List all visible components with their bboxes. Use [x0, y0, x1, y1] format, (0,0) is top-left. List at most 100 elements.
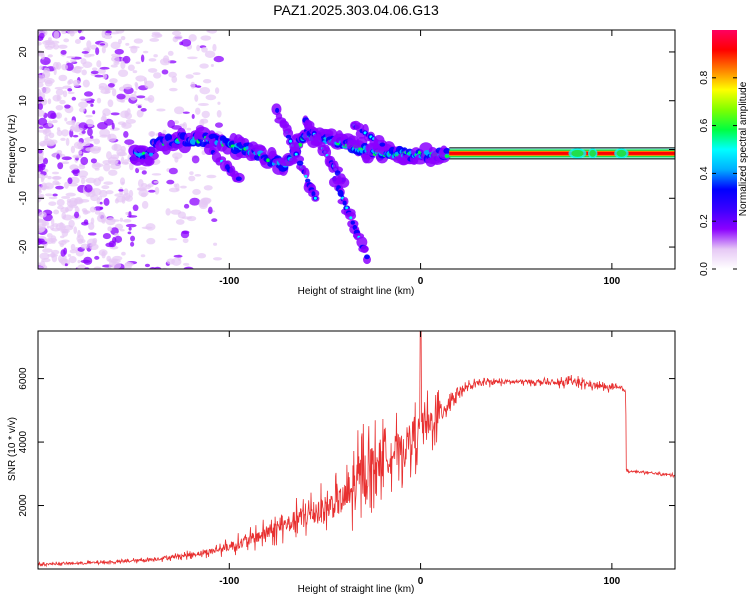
spectrogram-cell	[97, 68, 106, 74]
spectrogram-cell	[93, 266, 102, 269]
spectrogram-cell	[144, 263, 151, 268]
spectrogram-cell	[37, 26, 43, 29]
spectrogram-cell	[200, 35, 212, 41]
spectrogram-cell	[41, 182, 48, 191]
spectrogram-cell	[67, 204, 74, 212]
spectrogram-cell	[197, 253, 207, 259]
spectrogram-cell	[186, 127, 192, 131]
spectrogram-cell	[122, 55, 131, 64]
spectrogram-cell	[125, 42, 130, 46]
spectrogram-cell	[60, 30, 66, 33]
spectrogram-cell	[101, 73, 108, 80]
spectrogram-cell	[70, 145, 76, 154]
spectrogram-cell	[73, 211, 80, 219]
spectrogram-cell	[109, 78, 118, 84]
spectrogram-cell	[71, 169, 80, 174]
spectrogram-cell	[195, 107, 201, 115]
spectrogram-cell	[136, 109, 144, 118]
spectrogram-cell	[38, 195, 42, 203]
spectrogram-cell	[120, 36, 126, 41]
spectrogram-cell	[65, 192, 76, 197]
spectrogram-cell	[48, 196, 58, 200]
spectrogram-cell	[60, 249, 66, 257]
spectrogram-cell	[114, 48, 124, 55]
spectrogram-cell	[130, 235, 136, 242]
spectrogram-cell	[50, 40, 60, 45]
spectrogram-cell	[51, 175, 62, 180]
spectrogram-cell	[107, 226, 113, 232]
spectrogram-cell	[77, 229, 81, 239]
spectrogram-cell	[74, 127, 84, 132]
spectrogram-cell	[40, 177, 44, 183]
spectrogram-cell	[198, 102, 209, 106]
spectrogram-cell	[167, 50, 174, 56]
spectrogram-cell	[140, 107, 147, 112]
spectrogram-cell	[205, 94, 217, 101]
spectrogram-cell	[332, 175, 343, 185]
spectrogram-cell	[51, 227, 61, 232]
spectrogram-cell	[80, 259, 91, 264]
spectrogram-cell	[53, 68, 57, 76]
spectrogram-cell	[100, 116, 108, 122]
spectrogram-cell	[159, 58, 171, 66]
spectrogram-cell	[304, 174, 308, 178]
spectrogram-cell	[188, 175, 196, 182]
spectrogram-cell	[56, 127, 61, 132]
spectrogram-cell	[48, 237, 58, 243]
spectrogram-cell	[115, 196, 126, 203]
spectrogram-cell	[175, 219, 185, 225]
spectrogram-cell	[96, 97, 102, 104]
spectrogram-cell	[349, 216, 353, 220]
spectrogram-cell	[172, 152, 183, 160]
spectrogram-cell	[173, 183, 177, 188]
spectrogram-cell	[83, 53, 92, 58]
spectrogram-cell	[140, 54, 145, 63]
spectrogram-cell	[185, 74, 194, 79]
spectrogram-cell	[64, 181, 69, 189]
spectrogram-cell	[109, 127, 120, 131]
spectrogram-cell	[147, 68, 158, 73]
chart-title: PAZ1.2025.303.04.06.G13	[273, 2, 439, 18]
spectrogram-cell	[213, 55, 224, 63]
spectrogram-cell	[214, 87, 220, 94]
spectrogram-cell	[201, 197, 212, 204]
spectrogram-cell	[89, 206, 97, 213]
spectrogram-cell	[207, 206, 213, 215]
spectrogram-cell	[110, 154, 120, 160]
spectrogram-cell	[108, 260, 117, 266]
spectrogram-cell	[99, 206, 104, 210]
spectrogram-cell	[125, 118, 137, 124]
spectrogram-cell	[50, 112, 57, 120]
spectrogram-cell	[62, 214, 73, 221]
spectrogram-cell	[76, 142, 82, 148]
spectrogram-cell	[235, 176, 242, 182]
spectrogram-cell	[173, 34, 183, 41]
spectrogram-cell	[112, 255, 123, 261]
spectrogram-cell	[149, 267, 157, 269]
spectrogram-cell	[169, 87, 178, 92]
spectrogram-cell	[62, 90, 68, 98]
spectrogram-cell	[212, 257, 223, 261]
spectrogram-cell	[94, 74, 104, 78]
spectrogram-cell	[58, 74, 68, 82]
spectrogram-cell	[85, 118, 94, 128]
spectrogram-y-label: Frequency (Hz)	[7, 115, 18, 184]
spectrogram-cell	[110, 64, 118, 68]
spectrogram-cell	[102, 108, 111, 117]
spectrogram-cell	[102, 233, 111, 240]
spectrogram-cell	[126, 108, 131, 116]
spectrogram-cell	[181, 230, 190, 235]
spectrogram-cell	[443, 148, 451, 154]
spectrogram-cell	[137, 105, 142, 109]
spectrogram-cell	[111, 53, 118, 58]
spectrogram-cell	[57, 162, 64, 170]
spectrogram-cell	[43, 157, 49, 165]
spectrogram-cell	[51, 119, 58, 124]
spectrogram-cell	[111, 143, 122, 152]
spectrogram-cell	[101, 185, 110, 190]
spectrogram-cell	[81, 130, 86, 134]
spectrogram-cell	[69, 164, 79, 171]
snr-y-tick-label: 2000	[18, 494, 29, 517]
spectrogram-cell	[95, 47, 100, 55]
spectrogram-cell	[166, 179, 175, 185]
